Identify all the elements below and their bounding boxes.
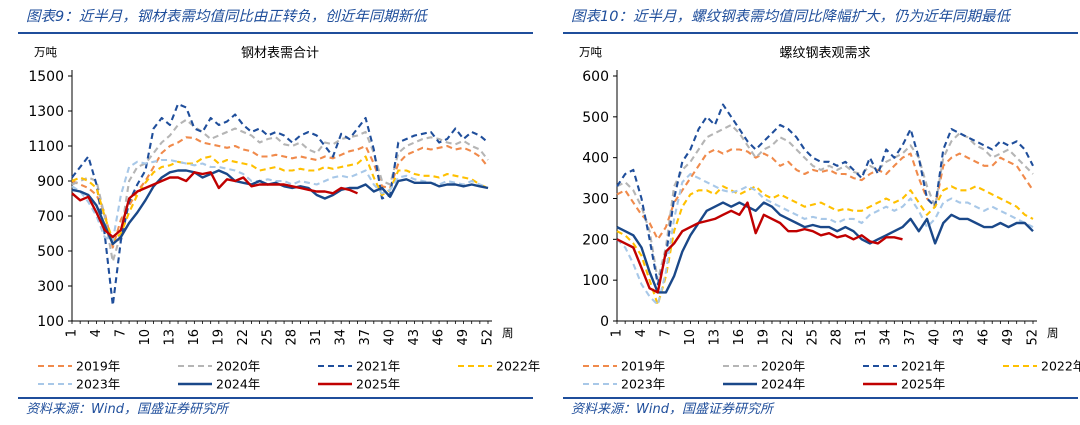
figure-title: 图表9：近半月，钢材表需均值同比由正转负，创近年同期新低 (26, 9, 427, 25)
x-tick-label: 1 (610, 329, 625, 337)
x-tick-label: 22 (781, 329, 796, 346)
legend-item: 2022年 (1041, 359, 1080, 374)
legend-item: 2025年 (901, 377, 945, 392)
legend-item: 2019年 (76, 359, 120, 374)
chart-title: 钢材表需合计 (241, 46, 319, 61)
x-tick-label: 31 (854, 329, 869, 346)
series-line-2023 (616, 172, 1034, 306)
x-tick-label: 43 (407, 329, 422, 346)
x-tick-label: 25 (260, 329, 275, 346)
x-tick-label: 34 (334, 329, 349, 346)
series-line-2022 (616, 185, 1034, 306)
legend-item: 2020年 (216, 359, 260, 374)
x-tick-label: 28 (285, 329, 300, 346)
series-line-2022 (71, 155, 489, 242)
series-line-2019 (71, 136, 489, 249)
x-tick-label: 13 (707, 329, 722, 346)
series-line-2025 (616, 201, 903, 294)
x-tick-label: 13 (162, 329, 177, 346)
x-tick-label: 25 (805, 329, 820, 346)
x-tick-label: 37 (903, 329, 918, 346)
x-tick-label: 28 (830, 329, 845, 346)
x-axis-label: 周 (1047, 326, 1059, 340)
y-tick-label: 100 (582, 273, 609, 289)
legend-item: 2024年 (761, 377, 805, 392)
chart-title: 螺纹钢表观需求 (779, 46, 870, 61)
x-tick-label: 10 (683, 329, 698, 346)
series-line-2019 (616, 148, 1034, 241)
y-tick-label: 700 (37, 209, 64, 225)
series-line-2023 (71, 158, 489, 242)
series-line-2021 (616, 103, 1034, 286)
source-rule (563, 397, 1078, 399)
legend-item: 2020年 (761, 359, 805, 374)
y-tick-label: 1500 (28, 69, 64, 85)
x-tick-label: 22 (236, 329, 251, 346)
chart-panel-rebar-demand: 图表10：近半月，螺纹钢表需均值同比降幅扩大，仍为近年同期最低 螺纹钢表观需求 万… (545, 0, 1080, 425)
y-tick-label: 1300 (28, 104, 64, 120)
x-tick-label: 46 (977, 329, 992, 346)
x-tick-label: 43 (952, 329, 967, 346)
x-tick-label: 40 (928, 329, 943, 346)
series-line-2020 (71, 118, 489, 263)
x-tick-label: 49 (456, 329, 471, 346)
legend-item: 2019年 (621, 359, 665, 374)
rebar-demand-chart: 螺纹钢表观需求 万吨 0 100 200 300 400 500 600 1 4 7 10 13 16 19 2… (579, 45, 1080, 392)
legend-item: 2021年 (901, 359, 945, 374)
legend-item: 2021年 (356, 359, 400, 374)
y-tick-label: 0 (600, 314, 609, 330)
source-rule (18, 397, 533, 399)
y-tick-label: 600 (582, 69, 609, 85)
y-tick-label: 500 (582, 110, 609, 126)
x-tick-label: 19 (756, 329, 771, 346)
x-tick-label: 19 (211, 329, 226, 346)
x-tick-label: 34 (879, 329, 894, 346)
x-tick-label: 49 (1001, 329, 1016, 346)
unit-label: 万吨 (34, 45, 57, 59)
y-tick-label: 400 (582, 151, 609, 167)
series-line-2025 (71, 171, 358, 239)
chart-panel-steel-demand: 图表9：近半月，钢材表需均值同比由正转负，创近年同期新低 钢材表需合计 万吨 100… (0, 0, 540, 425)
title-rule (18, 32, 533, 34)
y-tick-label: 900 (37, 174, 64, 190)
legend-item: 2022年 (496, 359, 540, 374)
x-tick-label: 16 (732, 329, 747, 346)
x-tick-label: 37 (358, 329, 373, 346)
x-tick-label: 7 (658, 329, 673, 337)
legend-item: 2023年 (76, 377, 120, 392)
x-tick-label: 4 (634, 329, 649, 337)
legend-item: 2023年 (621, 377, 665, 392)
source-note: 资料来源：Wind，国盛证券研究所 (26, 402, 228, 417)
y-tick-label: 100 (37, 314, 64, 330)
steel-demand-chart: 钢材表需合计 万吨 100 300 500 700 900 1100 1300 1500 1 4 7 10… (28, 45, 540, 392)
x-tick-label: 31 (309, 329, 324, 346)
y-tick-label: 200 (582, 232, 609, 248)
x-axis-label: 周 (502, 326, 514, 340)
x-tick-label: 10 (138, 329, 153, 346)
legend-item: 2025年 (356, 377, 400, 392)
title-rule (563, 32, 1078, 34)
x-tick-label: 4 (89, 329, 104, 337)
x-tick-label: 52 (481, 329, 496, 346)
unit-label: 万吨 (579, 45, 602, 59)
legend-item: 2024年 (216, 377, 260, 392)
source-note: 资料来源：Wind，国盛证券研究所 (571, 402, 773, 417)
series-line-2024 (616, 201, 1034, 294)
y-tick-label: 300 (37, 279, 64, 295)
x-tick-label: 7 (113, 329, 128, 337)
x-tick-label: 40 (383, 329, 398, 346)
x-tick-label: 52 (1026, 329, 1041, 346)
x-tick-label: 1 (65, 329, 80, 337)
x-tick-label: 16 (187, 329, 202, 346)
series-line-2021 (71, 102, 489, 307)
figure-title: 图表10：近半月，螺纹钢表需均值同比降幅扩大，仍为近年同期最低 (571, 9, 1010, 25)
y-tick-label: 500 (37, 244, 64, 260)
y-tick-label: 300 (582, 192, 609, 208)
y-tick-label: 1100 (28, 139, 64, 155)
x-tick-label: 46 (432, 329, 447, 346)
